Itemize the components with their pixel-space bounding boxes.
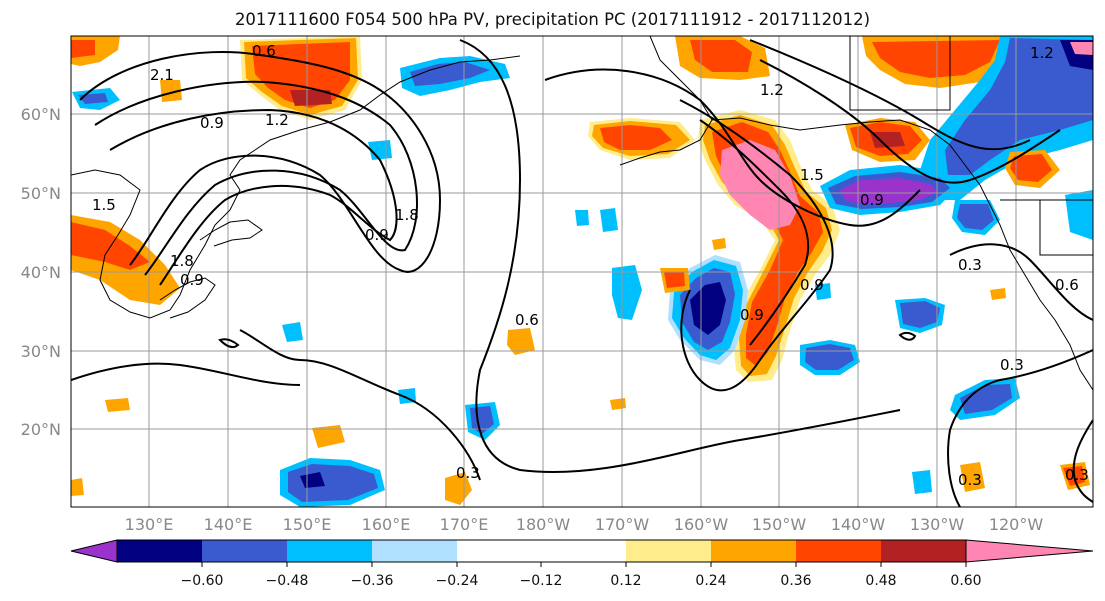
latitude-label: 60°N [21,105,61,124]
map-frame [70,35,1094,508]
pv-contour-label: 2.1 [150,66,174,84]
colorbar-segment [457,540,541,562]
pv-contour-label: 0.9 [800,276,824,294]
colorbar-tick-label: −0.24 [436,573,479,589]
latitude-label: 20°N [21,420,61,439]
coastlines [71,36,1093,391]
colorbar-tick-label: −0.48 [266,573,309,589]
pv-contour-label: 0.9 [740,306,764,324]
pv-contour-label: 1.5 [92,196,116,214]
pv-contour-label: 0.3 [1000,356,1024,374]
pv-contour-label: 1.5 [800,166,824,184]
pv-contours [71,39,1093,507]
longitude-label: 170°W [595,515,650,534]
colorbar-segment [626,540,711,562]
pv-contour-label: 1.2 [265,111,289,129]
map-title: 2017111600 F054 500 hPa PV, precipitatio… [234,10,871,29]
colorbar-segment [881,540,966,562]
longitude-axis: 130°E 140°E 150°E 160°E 170°E 180°W 170°… [125,515,1044,534]
pv-contour-label: 1.8 [170,252,194,270]
pv-contour-label: 0.9 [365,226,389,244]
latitude-label: 40°N [21,263,61,282]
latitude-label: 30°N [21,342,61,361]
colorbar-segment [372,540,457,562]
latitude-axis: 60°N 50°N 40°N 30°N 20°N [21,105,61,439]
colorbar-tick-label: −0.60 [181,573,224,589]
colorbar-segment [117,540,202,562]
colorbar-tick-label: 0.36 [780,573,811,589]
pv-contour-label: 1.2 [1030,44,1054,62]
longitude-label: 140°W [831,515,886,534]
longitude-label: 130°W [910,515,965,534]
longitude-label: 130°E [125,515,174,534]
grid-lines [71,36,1093,507]
pv-contour-label: 1.2 [760,81,784,99]
colorbar-tick-label: 0.24 [695,573,726,589]
colorbar-segment [711,540,796,562]
longitude-label: 120°W [989,515,1044,534]
colorbar-extend-min [70,539,118,563]
pv-contour-label: 1.8 [395,206,419,224]
colorbar-segment [541,540,626,562]
colorbar-extend-max [965,539,1094,563]
pv-contour-label: 0.9 [200,114,224,132]
colorbar: −0.60 −0.48 −0.36 −0.24 −0.12 0.12 0.24 … [70,539,1094,589]
longitude-label: 140°E [204,515,253,534]
pv-contour-label: 0.6 [252,42,276,60]
colorbar-tick-label: 0.60 [950,573,981,589]
pv-contour-label: 0.6 [1055,276,1079,294]
colorbar-tick-label: −0.12 [520,573,563,589]
pv-contour-label: 0.9 [180,271,204,289]
map-plot-area: 0.6 0.9 1.2 1.5 1.8 2.1 0.9 1.8 0.9 0.3 … [71,36,1093,507]
longitude-label: 150°E [283,515,332,534]
colorbar-segment [796,540,881,562]
pv-contour-label: 0.6 [515,311,539,329]
colorbar-tick-label: 0.12 [610,573,641,589]
pv-contour-labels: 0.6 0.9 1.2 1.5 1.8 2.1 0.9 1.8 0.9 0.3 … [92,42,1089,489]
colorbar-tick-label: −0.36 [351,573,394,589]
pv-contour-label: 0.3 [958,256,982,274]
latitude-label: 50°N [21,184,61,203]
colorbar-ticks [201,562,967,567]
longitude-label: 180°W [516,515,571,534]
pv-contour-label: 0.3 [958,471,982,489]
colorbar-segment [202,540,287,562]
longitude-label: 170°E [440,515,489,534]
colorbar-tick-label: 0.48 [865,573,896,589]
longitude-label: 160°W [674,515,729,534]
pv-contour-label: 0.9 [860,191,884,209]
longitude-label: 150°W [752,515,807,534]
colorbar-segment [287,540,372,562]
pv-contour-label: 0.3 [456,464,480,482]
longitude-label: 160°E [362,515,411,534]
pv-contour-label: 0.3 [1065,466,1089,484]
